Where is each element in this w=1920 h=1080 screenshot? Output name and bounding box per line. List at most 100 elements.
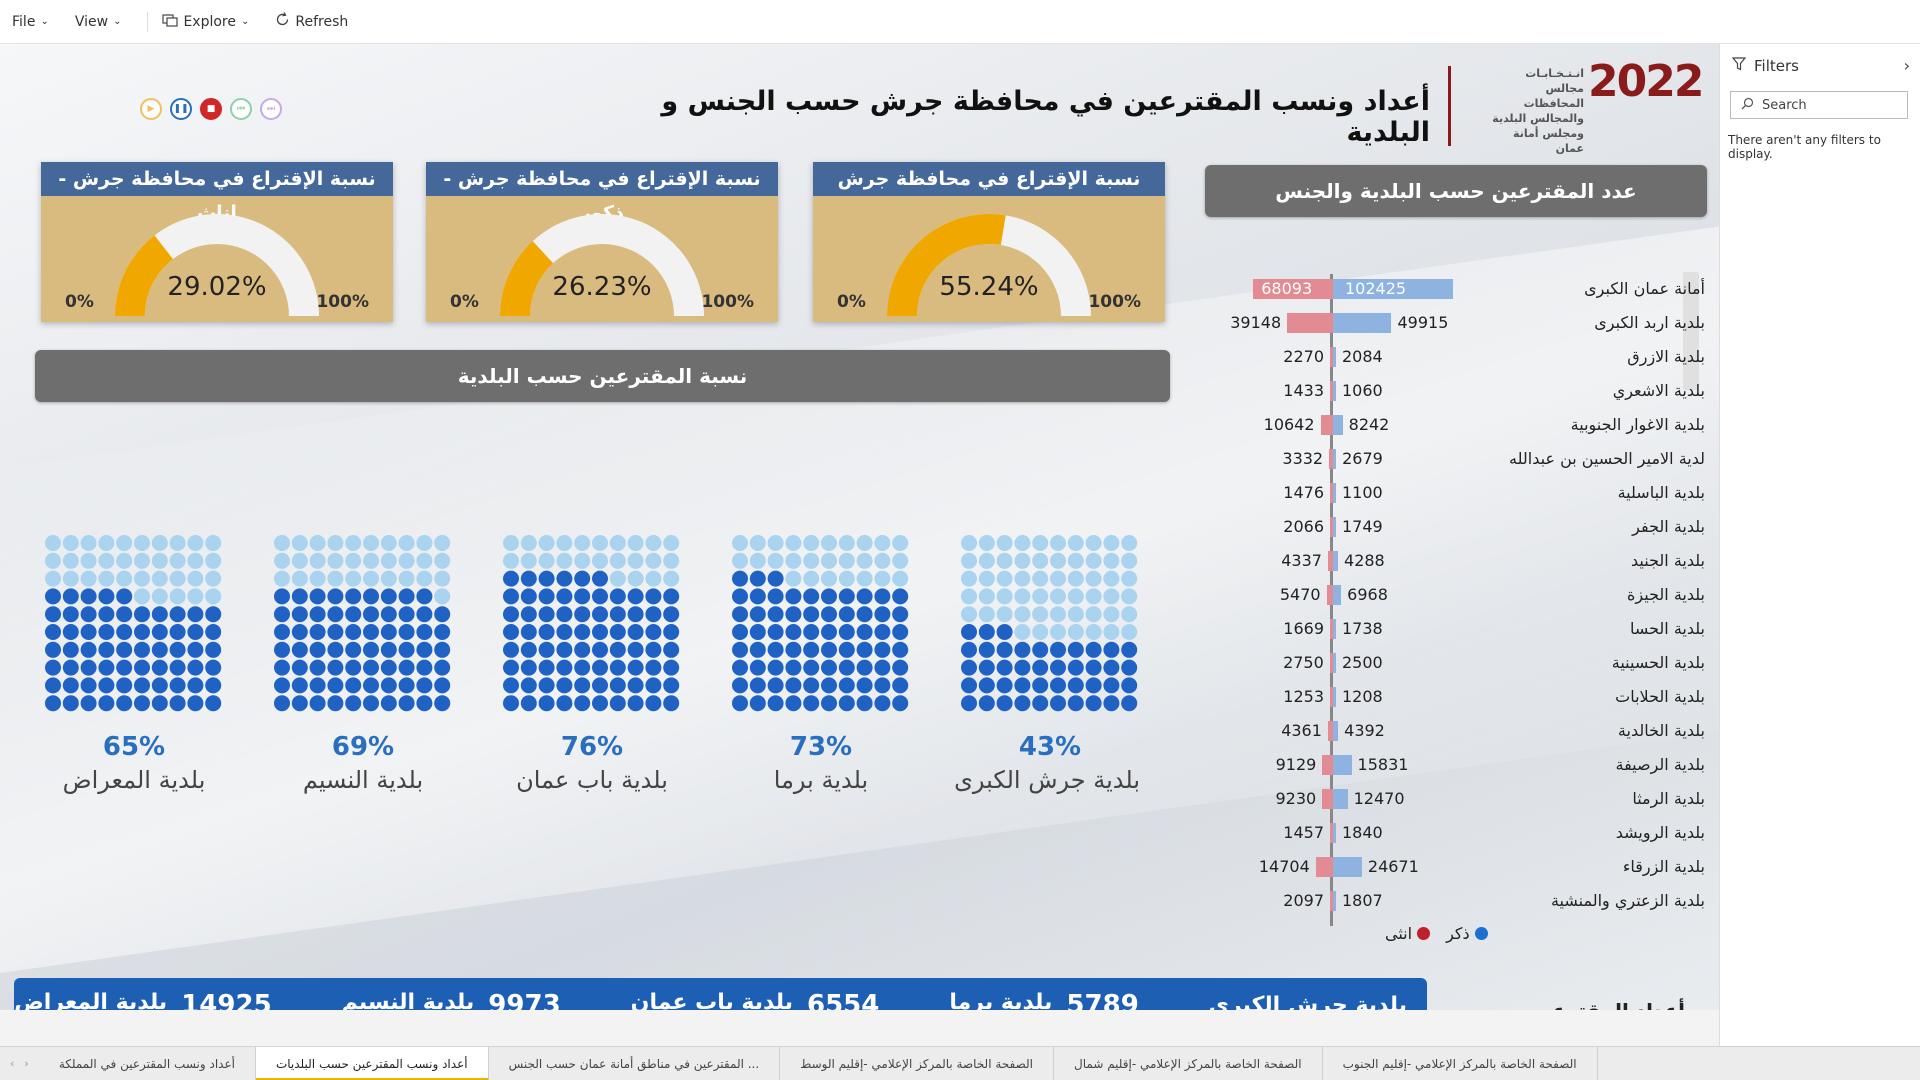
previous-icon[interactable]: ⏮ (230, 98, 252, 120)
legend-item-male[interactable]: ذكر (1446, 924, 1488, 943)
female-bar[interactable] (1322, 755, 1333, 775)
female-bar[interactable] (1330, 891, 1333, 911)
play-icon[interactable]: ▶ (140, 98, 162, 120)
stop-icon[interactable]: ■ (200, 98, 222, 120)
view-menu[interactable]: View ⌄ (75, 14, 122, 30)
chart-scrollbar[interactable] (1683, 272, 1699, 390)
waffle-dot (856, 695, 873, 712)
female-bar[interactable] (1329, 653, 1333, 673)
bar-row[interactable]: 1253 1208 بلدية الحلابات (1205, 680, 1705, 714)
female-bar[interactable] (1327, 721, 1333, 741)
bar-row[interactable]: 4361 4392 بلدية الخالدية (1205, 714, 1705, 748)
tab-central-region[interactable]: الصفحة الخاصة بالمركز الإعلامي -إقليم ال… (780, 1046, 1055, 1080)
female-bar[interactable] (1322, 789, 1333, 809)
female-bar[interactable] (1315, 857, 1333, 877)
bar-row[interactable]: 2750 2500 بلدية الحسينية (1205, 646, 1705, 680)
waffle-dot (732, 659, 748, 676)
bar-row[interactable]: 2066 1749 بلدية الجفر (1205, 510, 1705, 544)
bar-row[interactable]: 9230 12470 بلدية الرمثا (1205, 782, 1705, 816)
waffle-dot (627, 659, 644, 676)
waffle-card[interactable]: 73% بلدية برما (731, 534, 911, 794)
male-bar[interactable] (1333, 483, 1336, 503)
bar-row[interactable]: 1669 1738 بلدية الحسا (1205, 612, 1705, 646)
male-bar[interactable] (1333, 517, 1336, 537)
tab-north-region[interactable]: الصفحة الخاصة بالمركز الإعلامي -إقليم شم… (1054, 1046, 1323, 1080)
male-bar[interactable] (1333, 789, 1348, 809)
male-bar[interactable] (1333, 619, 1336, 639)
waffle-dot (134, 588, 150, 605)
male-bar[interactable] (1333, 653, 1336, 673)
explore-menu-label: Explore (183, 13, 236, 30)
tab-kingdom[interactable]: أعداد ونسب المقترعين في المملكة (39, 1046, 256, 1080)
male-bar[interactable] (1333, 449, 1337, 469)
next-icon[interactable]: ⏭ (260, 98, 282, 120)
male-bar[interactable] (1333, 279, 1453, 299)
waffle-card[interactable]: 43% بلدية جرش الكبرى (954, 534, 1140, 794)
chevron-left-icon[interactable]: ‹ (10, 1057, 15, 1070)
female-bar[interactable] (1330, 619, 1333, 639)
female-bar[interactable] (1330, 823, 1333, 843)
female-bar[interactable] (1330, 483, 1333, 503)
female-bar[interactable] (1327, 551, 1333, 571)
male-bar[interactable] (1333, 415, 1343, 435)
collapse-chevron-icon[interactable]: › (1903, 56, 1910, 75)
waffle-card[interactable]: 76% بلدية باب عمان (502, 534, 682, 794)
explore-menu[interactable]: Explore ⌄ (162, 13, 249, 31)
female-bar[interactable] (1330, 517, 1333, 537)
waffle-dot (556, 659, 573, 676)
bar-row[interactable]: 1433 1060 بلدية الاشعري (1205, 374, 1705, 408)
bar-row[interactable]: 68093 102425 أمانة عمان الكبرى (1205, 272, 1705, 306)
tab-amman-areas[interactable]: ... المقترعين في مناطق أمانة عمان حسب ال… (489, 1046, 781, 1080)
male-bar[interactable] (1333, 313, 1392, 333)
bar-row[interactable]: 1476 1100 بلدية الباسلية (1205, 476, 1705, 510)
legend-item-female[interactable]: انثى (1385, 924, 1431, 943)
female-bar[interactable] (1330, 347, 1333, 367)
female-bar[interactable] (1320, 415, 1333, 435)
female-bar[interactable] (1329, 449, 1333, 469)
bar-row[interactable]: 3332 2679 لدية الامير الحسين بن عبدالله (1205, 442, 1705, 476)
female-bar[interactable] (1326, 585, 1333, 605)
female-bar[interactable] (1330, 687, 1333, 707)
bar-row[interactable]: 1457 1840 بلدية الرويشد (1205, 816, 1705, 850)
bar-row[interactable]: 9129 15831 بلدية الرصيفة (1205, 748, 1705, 782)
gauge-card-female[interactable]: نسبة الإقتراع في محافظة جرش - إناث 29.02… (41, 162, 393, 322)
waffle-dot (627, 588, 644, 605)
male-bar[interactable] (1333, 347, 1336, 367)
tab-south-region[interactable]: الصفحة الخاصة بالمركز الإعلامي -إقليم ال… (1323, 1046, 1598, 1080)
male-bar[interactable] (1333, 687, 1336, 707)
gender-bar-chart[interactable]: 68093 102425 أمانة عمان الكبرى 39148 49915 بل… (1205, 224, 1705, 926)
bar-row[interactable]: 39148 49915 بلدية اربد الكبرى (1205, 306, 1705, 340)
waffle-dot (538, 624, 555, 640)
bar-row[interactable]: 2270 2084 بلدية الازرق (1205, 340, 1705, 374)
bar-row[interactable]: 10642 8242 بلدية الاغوار الجنوبية (1205, 408, 1705, 442)
male-bar[interactable] (1333, 891, 1336, 911)
file-menu[interactable]: File ⌄ (12, 14, 49, 30)
waffle-dot (80, 677, 97, 694)
female-bar[interactable] (1253, 279, 1333, 299)
gauge-card-total[interactable]: نسبة الإقتراع في محافظة جرش 55.24% 0% 10… (813, 162, 1165, 322)
gauge-card-male[interactable]: نسبة الإقتراع في محافظة جرش - ذكور 26.23… (426, 162, 778, 322)
chevron-right-icon[interactable]: › (24, 1057, 29, 1070)
filters-search-input[interactable]: Search (1730, 91, 1908, 119)
waffle-dot (961, 606, 977, 623)
waffle-card[interactable]: 69% بلدية النسيم (273, 534, 453, 794)
male-bar[interactable] (1333, 381, 1336, 401)
female-bar[interactable] (1330, 381, 1333, 401)
male-bar[interactable] (1333, 823, 1336, 843)
refresh-button[interactable]: Refresh (275, 12, 348, 31)
male-bar[interactable] (1333, 721, 1339, 741)
female-bar[interactable] (1287, 313, 1333, 333)
male-bar[interactable] (1333, 857, 1362, 877)
bar-row[interactable]: 14704 24671 بلدية الزرقاء (1205, 850, 1705, 884)
bar-row[interactable]: 5470 6968 بلدية الجيزة (1205, 578, 1705, 612)
category-label: بلدية الرصيفة (1615, 755, 1706, 774)
male-bar[interactable] (1333, 755, 1352, 775)
bar-row[interactable]: 2097 1807 بلدية الزعتري والمنشية (1205, 884, 1705, 918)
waffle-dot (398, 588, 415, 605)
bar-row[interactable]: 4337 4288 بلدية الجنيد (1205, 544, 1705, 578)
male-bar[interactable] (1333, 551, 1339, 571)
male-bar[interactable] (1333, 585, 1342, 605)
waffle-card[interactable]: 65% بلدية المعراض (44, 534, 224, 794)
pause-icon[interactable]: ❚❚ (170, 98, 192, 120)
tab-municipalities[interactable]: أعداد ونسب المقترعين حسب البلديات (255, 1046, 489, 1080)
